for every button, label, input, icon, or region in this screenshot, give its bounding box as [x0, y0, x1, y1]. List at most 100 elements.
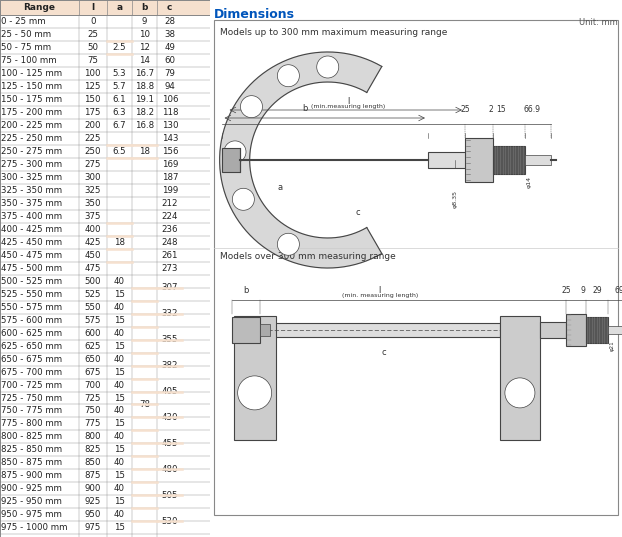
Text: 750 - 775 mm: 750 - 775 mm: [1, 407, 62, 416]
Text: 400 - 425 mm: 400 - 425 mm: [1, 225, 62, 234]
Text: 600 - 625 mm: 600 - 625 mm: [1, 329, 62, 338]
Bar: [428, 152, 495, 168]
Text: 106: 106: [162, 95, 178, 104]
Bar: [259, 324, 270, 336]
Text: φ14: φ14: [527, 176, 532, 188]
Text: 212: 212: [162, 199, 178, 208]
Bar: [608, 326, 622, 334]
Circle shape: [241, 96, 262, 118]
Text: 18.8: 18.8: [135, 82, 154, 91]
Bar: [234, 316, 276, 440]
Text: 75 - 100 mm: 75 - 100 mm: [1, 56, 57, 65]
Text: 40: 40: [114, 354, 125, 364]
Text: (min.measuring length): (min.measuring length): [311, 104, 386, 109]
Text: 650 - 675 mm: 650 - 675 mm: [1, 354, 62, 364]
Text: 12: 12: [139, 43, 150, 52]
Text: 200 - 225 mm: 200 - 225 mm: [1, 121, 62, 130]
Bar: [465, 138, 493, 182]
Text: 14: 14: [139, 56, 150, 65]
Text: b: b: [243, 286, 248, 295]
Text: 5.7: 5.7: [113, 82, 126, 91]
Text: 375: 375: [85, 212, 101, 221]
Text: 300 - 325 mm: 300 - 325 mm: [1, 173, 62, 182]
Text: c: c: [381, 348, 386, 357]
Text: φ18: φ18: [272, 338, 277, 349]
Text: 382: 382: [162, 361, 178, 370]
Bar: [267, 323, 500, 337]
Text: 975: 975: [85, 524, 101, 532]
Bar: [540, 322, 566, 338]
Text: c: c: [355, 208, 360, 217]
Text: 261: 261: [162, 251, 178, 260]
Text: l: l: [91, 3, 95, 12]
Text: 450: 450: [85, 251, 101, 260]
Text: 575 - 600 mm: 575 - 600 mm: [1, 316, 62, 324]
Text: 325 - 350 mm: 325 - 350 mm: [1, 186, 62, 195]
Text: 2.5: 2.5: [113, 43, 126, 52]
Text: 300: 300: [85, 173, 101, 182]
Text: 550: 550: [85, 303, 101, 311]
Bar: [493, 146, 525, 174]
Text: 150: 150: [85, 95, 101, 104]
Text: 40: 40: [114, 277, 125, 286]
Text: 725 - 750 mm: 725 - 750 mm: [1, 394, 62, 403]
Text: 0: 0: [90, 17, 96, 26]
Text: 15: 15: [114, 497, 125, 506]
Text: 40: 40: [114, 303, 125, 311]
Text: 400: 400: [85, 225, 101, 234]
Text: 625: 625: [85, 342, 101, 351]
Text: 15: 15: [496, 105, 506, 114]
Text: 225: 225: [85, 134, 101, 143]
Text: 332: 332: [162, 309, 178, 318]
Text: 405: 405: [162, 387, 178, 396]
Text: 60: 60: [164, 56, 175, 65]
Text: 40: 40: [114, 432, 125, 441]
Text: 18: 18: [139, 147, 150, 156]
Text: 15: 15: [114, 316, 125, 324]
Text: 455: 455: [162, 439, 178, 448]
Text: 800 - 825 mm: 800 - 825 mm: [1, 432, 62, 441]
Text: 50 - 75 mm: 50 - 75 mm: [1, 43, 51, 52]
Circle shape: [317, 56, 339, 78]
Text: 143: 143: [162, 134, 178, 143]
Text: 275: 275: [85, 160, 101, 169]
Text: 875: 875: [85, 471, 101, 481]
Text: 69.9: 69.9: [615, 286, 622, 295]
Text: (min. measuring length): (min. measuring length): [341, 293, 418, 298]
Text: 505: 505: [162, 491, 178, 500]
Text: 175 - 200 mm: 175 - 200 mm: [1, 108, 62, 117]
Text: 475: 475: [85, 264, 101, 273]
Text: 500 - 525 mm: 500 - 525 mm: [1, 277, 62, 286]
Text: 550 - 575 mm: 550 - 575 mm: [1, 303, 62, 311]
Text: 775 - 800 mm: 775 - 800 mm: [1, 419, 62, 429]
Text: 307: 307: [162, 283, 178, 292]
Circle shape: [277, 65, 299, 86]
Text: 350: 350: [85, 199, 101, 208]
Text: 25: 25: [561, 286, 571, 295]
Polygon shape: [220, 52, 382, 268]
Text: 500: 500: [85, 277, 101, 286]
Text: 575: 575: [85, 316, 101, 324]
Text: 79: 79: [164, 69, 175, 78]
Text: 248: 248: [162, 238, 178, 246]
Text: 40: 40: [114, 510, 125, 519]
Text: 38: 38: [164, 30, 175, 39]
Text: 156: 156: [162, 147, 178, 156]
Text: 40: 40: [114, 329, 125, 338]
Text: 25: 25: [460, 105, 470, 114]
Text: 6.7: 6.7: [113, 121, 126, 130]
Text: 125: 125: [85, 82, 101, 91]
Text: 600: 600: [85, 329, 101, 338]
Text: 900: 900: [85, 484, 101, 494]
Text: 28: 28: [164, 17, 175, 26]
Text: l: l: [347, 97, 350, 106]
Text: a: a: [116, 3, 123, 12]
Text: 200: 200: [85, 121, 101, 130]
Bar: [525, 155, 551, 165]
Text: 480: 480: [162, 465, 178, 474]
Text: 94: 94: [164, 82, 175, 91]
Text: 900 - 925 mm: 900 - 925 mm: [1, 484, 62, 494]
Text: 118: 118: [162, 108, 178, 117]
Text: 9: 9: [580, 286, 585, 295]
Text: 2: 2: [488, 105, 493, 114]
